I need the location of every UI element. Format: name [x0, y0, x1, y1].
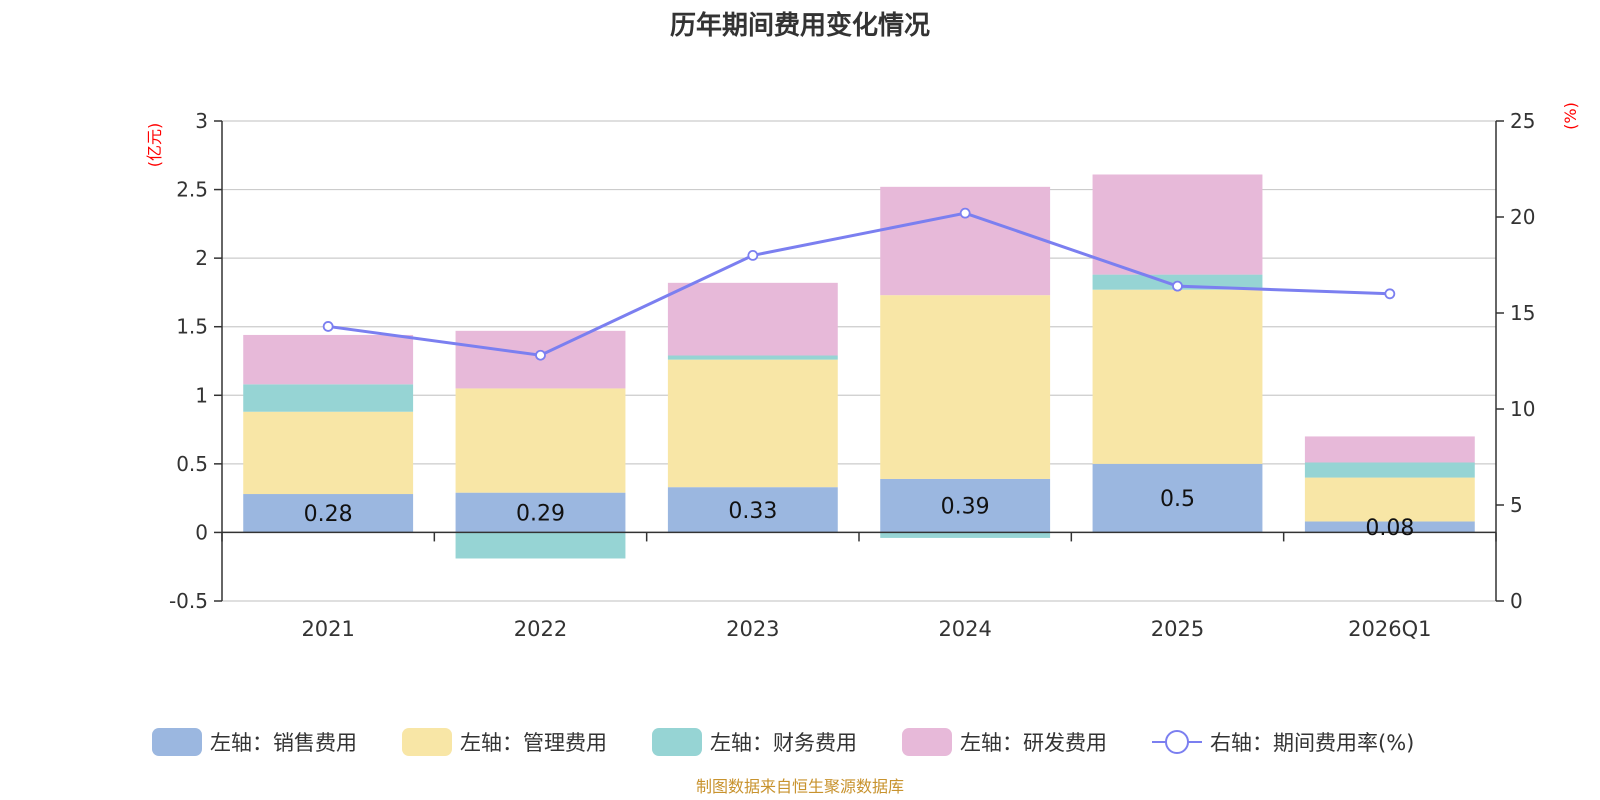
bar-finance-2024 [880, 532, 1051, 538]
right-axis-tick-label: 10 [1510, 397, 1535, 421]
bar-admin-2022 [455, 388, 626, 493]
bar-sales-2025 [1092, 463, 1263, 533]
legend-swatch-rnd [902, 728, 952, 756]
bar-rnd-2026Q1 [1304, 436, 1475, 463]
right-axis-tick-label: 20 [1510, 205, 1535, 229]
legend-label-sales: 左轴：销售费用 [210, 731, 357, 755]
bar-series [243, 174, 1475, 559]
category-label-2024: 2024 [938, 617, 991, 641]
rate-point-2024 [959, 207, 971, 219]
legend-swatch-admin [402, 728, 452, 756]
rate-point-2026Q1 [1384, 288, 1396, 300]
left-axis-tick-label: 2.5 [176, 178, 208, 202]
legend-label-admin: 左轴：管理费用 [460, 731, 607, 755]
bar-admin-2021 [243, 411, 414, 495]
bar-admin-2025 [1092, 289, 1263, 464]
legend-swatch-sales [152, 728, 202, 756]
axes: 3 2.5 2 1.5 1 0.5 0 -0.5 25 20 15 10 5 0 2021 2022 2023 2… [169, 109, 1535, 641]
left-axis-tick-label: 1.5 [176, 315, 208, 339]
data-label-sales-2024: 0.39 [941, 495, 990, 520]
data-label-sales-2026Q1: 0.08 [1365, 516, 1414, 541]
bar-rnd-2023 [667, 282, 838, 356]
chart-title: 历年期间费用变化情况 [670, 10, 930, 41]
legend-circle-marker [1165, 730, 1189, 754]
left-axis-tick-label: -0.5 [169, 589, 208, 613]
category-label-2023: 2023 [726, 617, 779, 641]
legend-label-rnd: 左轴：研发费用 [960, 731, 1107, 755]
left-axis-tick-label: 0 [195, 520, 208, 544]
legend: 左轴：销售费用 左轴：管理费用 左轴：财务费用 左轴：研发费用 右轴：期间费用率(%) [152, 728, 1414, 756]
right-axis-tick-label: 15 [1510, 301, 1535, 325]
left-axis-unit: (亿元) [145, 123, 164, 168]
right-axis-tick-label: 0 [1510, 589, 1523, 613]
bar-sales-2021 [243, 494, 414, 533]
data-label-sales-2021: 0.28 [304, 502, 353, 527]
rate-line [327, 211, 1390, 357]
bar-sales-2024 [880, 478, 1051, 533]
rate-line-series [322, 207, 1396, 361]
bar-finance-2023 [667, 355, 838, 360]
data-label-sales-2022: 0.29 [516, 502, 565, 527]
category-label-2025: 2025 [1151, 617, 1204, 641]
source-note: 制图数据来自恒生聚源数据库 [696, 777, 904, 796]
right-axis-tick-label: 5 [1510, 493, 1523, 517]
left-axis-tick-label: 2 [195, 246, 208, 270]
rate-point-2025 [1172, 280, 1183, 292]
legend-label-rate: 右轴：期间费用率(%) [1210, 731, 1414, 755]
bar-admin-2024 [880, 295, 1051, 479]
data-labels: 0.28 0.29 0.33 0.39 0.5 0.08 [304, 487, 1415, 541]
data-label-sales-2025: 0.5 [1160, 487, 1195, 512]
rate-point-2022 [535, 349, 546, 361]
bar-rnd-2024 [880, 186, 1051, 296]
left-axis-tick-label: 1 [195, 383, 208, 407]
bar-finance-2022 [455, 532, 626, 559]
left-axis-tick-label: 0.5 [176, 452, 208, 476]
bar-admin-2026Q1 [1304, 477, 1475, 522]
data-label-sales-2023: 0.33 [728, 499, 777, 524]
bar-sales-2023 [667, 487, 838, 533]
bar-sales-2022 [455, 492, 626, 533]
category-label-2022: 2022 [514, 617, 567, 641]
bar-sales-2026Q1 [1304, 521, 1475, 533]
legend-swatch-finance [652, 728, 702, 756]
bar-admin-2023 [667, 359, 838, 488]
bar-rnd-2021 [243, 334, 414, 385]
legend-label-finance: 左轴：财务费用 [710, 731, 857, 755]
left-axis-tick-label: 3 [195, 109, 208, 133]
bar-finance-2021 [243, 384, 414, 412]
rate-point-2021 [322, 321, 334, 332]
right-axis-tick-label: 25 [1510, 109, 1535, 133]
bar-rnd-2025 [1092, 174, 1263, 275]
category-label-2021: 2021 [301, 617, 354, 641]
category-label-2026Q1: 2026Q1 [1348, 617, 1431, 641]
right-axis-unit: (%) [1561, 102, 1580, 130]
bar-finance-2026Q1 [1304, 462, 1475, 478]
rate-point-2023 [747, 249, 759, 261]
